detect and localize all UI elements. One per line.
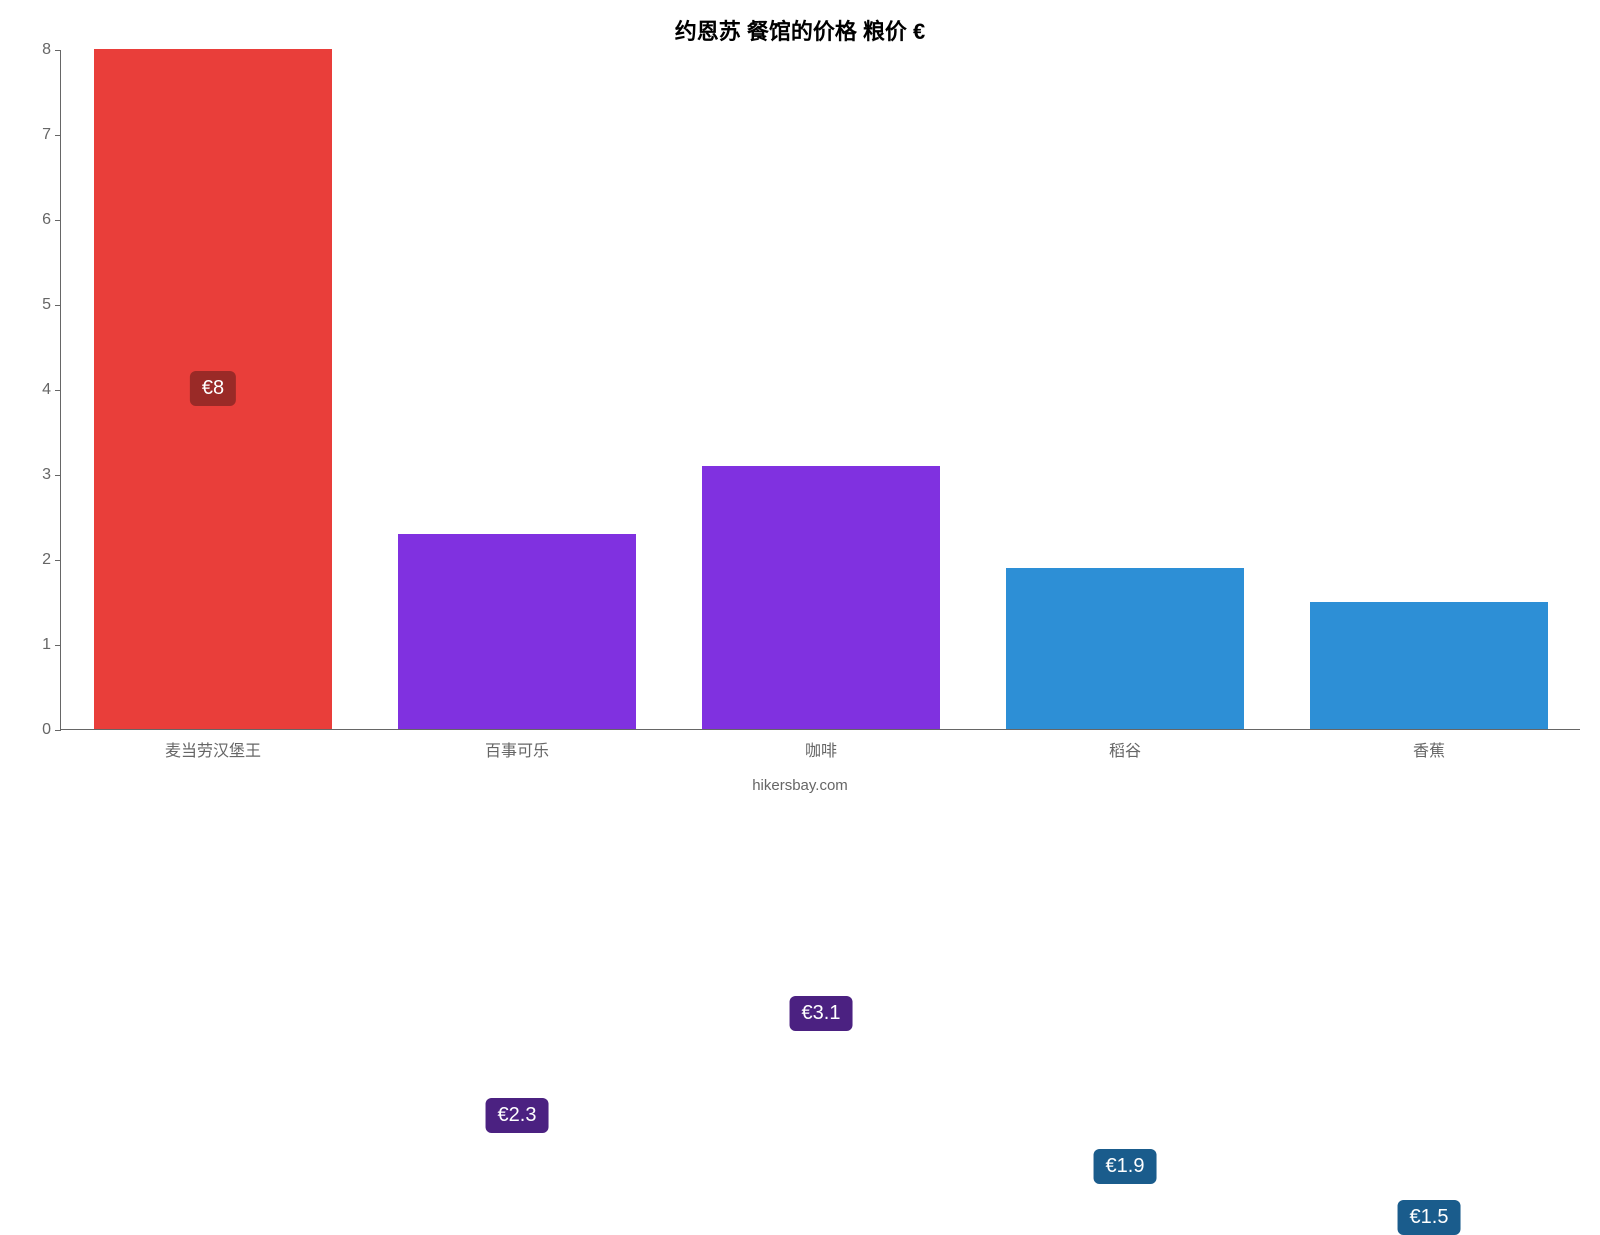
y-tick-mark [55,560,61,561]
bar: €8 [94,49,331,729]
y-tick-mark [55,390,61,391]
y-tick-label: 8 [21,41,51,59]
y-tick-label: 4 [21,381,51,399]
chart-title: 约恩苏 餐馆的价格 粮价 € [0,14,1600,46]
y-tick-mark [55,220,61,221]
chart-credit: hikersbay.com [0,777,1600,794]
x-category-label: 咖啡 [805,737,837,761]
bar: €1.9 [1006,568,1243,730]
value-badge: €1.5 [1398,1200,1461,1235]
x-category-label: 稻谷 [1109,737,1141,761]
y-tick-mark [55,305,61,306]
x-category-label: 百事可乐 [485,737,549,761]
y-tick-label: 2 [21,551,51,569]
bar: €3.1 [702,466,939,730]
value-badge: €1.9 [1094,1149,1157,1184]
y-tick-label: 1 [21,636,51,654]
value-badge: €2.3 [486,1098,549,1133]
y-tick-mark [55,135,61,136]
y-tick-mark [55,50,61,51]
y-tick-mark [55,475,61,476]
plot-area: 012345678€8麦当劳汉堡王€2.3百事可乐€3.1咖啡€1.9稻谷€1.… [60,50,1580,730]
value-badge: €8 [190,371,236,406]
price-bar-chart: 约恩苏 餐馆的价格 粮价 € 012345678€8麦当劳汉堡王€2.3百事可乐… [0,0,1600,800]
y-tick-label: 7 [21,126,51,144]
y-tick-mark [55,645,61,646]
y-tick-label: 3 [21,466,51,484]
y-tick-label: 0 [21,721,51,739]
x-category-label: 香蕉 [1413,737,1445,761]
x-category-label: 麦当劳汉堡王 [165,737,261,761]
y-tick-label: 6 [21,211,51,229]
bar: €2.3 [398,534,635,730]
bar: €1.5 [1310,602,1547,730]
y-tick-mark [55,730,61,731]
value-badge: €3.1 [790,996,853,1031]
y-tick-label: 5 [21,296,51,314]
